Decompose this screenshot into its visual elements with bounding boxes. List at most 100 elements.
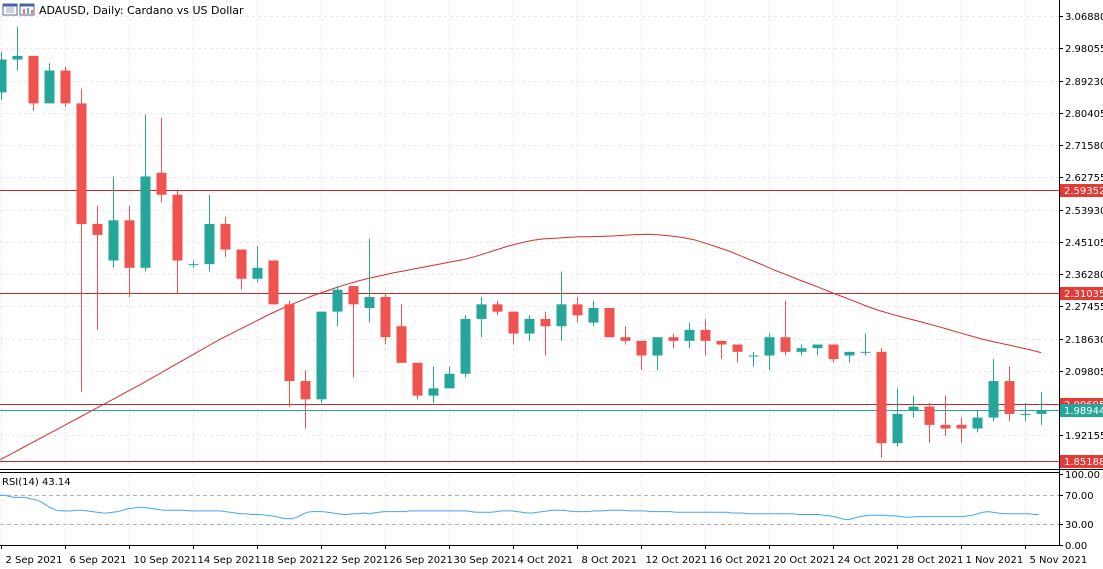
candles bbox=[0, 26, 1047, 458]
candle bbox=[844, 351, 855, 363]
candle-body bbox=[908, 406, 919, 411]
rsi-tick-label: 70.00 bbox=[1065, 491, 1094, 502]
candle-body bbox=[604, 307, 615, 338]
candle bbox=[1036, 392, 1047, 425]
price-tick-label: 2.62755 bbox=[1065, 173, 1103, 184]
candle bbox=[636, 340, 647, 371]
time-tick-label: 5 Nov 2021 bbox=[1030, 555, 1088, 566]
candle bbox=[652, 337, 663, 371]
candle bbox=[924, 402, 935, 444]
candle bbox=[156, 118, 167, 203]
candle-body bbox=[572, 304, 583, 316]
candle-body bbox=[12, 55, 23, 60]
price-tick-label: 2.09805 bbox=[1065, 367, 1103, 378]
candle-body bbox=[412, 362, 423, 396]
candle-body bbox=[844, 351, 855, 356]
price-tick-label: 2.45105 bbox=[1065, 238, 1103, 249]
candle-body bbox=[620, 337, 631, 341]
time-tick-label: 22 Sep 2021 bbox=[326, 555, 389, 566]
time-axis[interactable]: 2 Sep 2021 6 Sep 2021 10 Sep 2021 14 Sep 20… bbox=[1, 545, 1088, 566]
rsi-panel-background bbox=[0, 473, 1059, 545]
level-badge: 2.59352 bbox=[1060, 184, 1103, 197]
time-tick-label: 30 Sep 2021 bbox=[454, 555, 517, 566]
rsi-tick-label: 0.00 bbox=[1065, 541, 1087, 552]
candle-body bbox=[668, 337, 679, 341]
candle bbox=[620, 326, 631, 345]
candle-body bbox=[396, 326, 407, 363]
candle bbox=[108, 176, 119, 268]
candle-body bbox=[124, 220, 135, 268]
candle bbox=[732, 344, 743, 363]
candle-body bbox=[524, 318, 535, 334]
candle-body bbox=[172, 194, 183, 261]
candle bbox=[972, 410, 983, 433]
time-tick-label: 12 Oct 2021 bbox=[646, 555, 708, 566]
candle-body bbox=[732, 344, 743, 352]
price-panel[interactable] bbox=[0, 0, 1059, 468]
candle bbox=[428, 366, 439, 403]
candle-body bbox=[940, 424, 951, 429]
candle bbox=[700, 318, 711, 356]
candle-body bbox=[60, 70, 71, 104]
candle-body bbox=[380, 297, 391, 338]
candle-body bbox=[252, 267, 263, 279]
price-tick-label: 2.36280 bbox=[1065, 270, 1103, 281]
price-axis[interactable]: 3.06880 2.98055 2.89230 2.80405 2.71580 2.627… bbox=[1059, 12, 1103, 468]
time-tick-label: 26 Sep 2021 bbox=[390, 555, 453, 566]
candle-body bbox=[1020, 413, 1031, 415]
chart-symbol-icon bbox=[19, 3, 35, 16]
level-badge-label: 2.59352 bbox=[1064, 186, 1103, 197]
candle-body bbox=[92, 223, 103, 235]
time-tick-label: 20 Oct 2021 bbox=[774, 555, 836, 566]
level-badge-label: 2.31035 bbox=[1064, 289, 1103, 300]
candle bbox=[540, 311, 551, 356]
time-tick-label: 16 Oct 2021 bbox=[710, 555, 772, 566]
time-tick-label: 24 Oct 2021 bbox=[838, 555, 900, 566]
candle-body bbox=[924, 406, 935, 425]
price-panel-background bbox=[0, 0, 1059, 468]
price-tick-label: 3.06880 bbox=[1065, 12, 1103, 23]
price-tick-label: 2.18630 bbox=[1065, 335, 1103, 346]
candle bbox=[940, 395, 951, 436]
candle bbox=[364, 238, 375, 323]
candle bbox=[956, 417, 967, 444]
time-tick-label: 1 Nov 2021 bbox=[966, 555, 1024, 566]
candle bbox=[316, 311, 327, 403]
candle-body bbox=[796, 348, 807, 352]
candle-body bbox=[0, 59, 7, 93]
candle bbox=[524, 315, 535, 341]
candle-body bbox=[812, 344, 823, 349]
candle-body bbox=[364, 297, 375, 308]
candle-body bbox=[348, 286, 359, 305]
time-grid bbox=[1, 0, 1026, 468]
chart-window-icon bbox=[2, 3, 18, 16]
candle bbox=[124, 205, 135, 298]
candle-body bbox=[316, 311, 327, 400]
candle bbox=[1004, 366, 1015, 422]
candle-body bbox=[700, 329, 711, 341]
candle bbox=[492, 300, 503, 316]
moving-average bbox=[0, 233, 1042, 461]
candle-body bbox=[556, 304, 567, 327]
candle-body bbox=[428, 388, 439, 396]
candle-body bbox=[764, 337, 775, 356]
candle-body bbox=[476, 304, 487, 319]
current-price-badge: 1.98944 bbox=[1060, 404, 1103, 417]
time-tick-label: 28 Oct 2021 bbox=[902, 555, 964, 566]
price-tick-label: 2.98055 bbox=[1065, 44, 1103, 55]
candle bbox=[780, 300, 791, 356]
rsi-tick-label: 100.00 bbox=[1065, 470, 1100, 481]
rsi-tick-label: 30.00 bbox=[1065, 520, 1094, 531]
candle-body bbox=[508, 311, 519, 334]
rsi-line bbox=[0, 494, 1039, 520]
candle-body bbox=[716, 340, 727, 345]
candle-body bbox=[76, 103, 87, 224]
candle bbox=[444, 366, 455, 389]
rsi-label: RSI(14) 43.14 bbox=[2, 477, 71, 488]
time-tick-label: 10 Sep 2021 bbox=[134, 555, 197, 566]
candle bbox=[604, 307, 615, 338]
level-badge: 2.31035 bbox=[1060, 287, 1103, 300]
rsi-panel[interactable]: RSI(14) 43.14 bbox=[0, 473, 1059, 545]
current-price-label: 1.98944 bbox=[1064, 406, 1103, 417]
